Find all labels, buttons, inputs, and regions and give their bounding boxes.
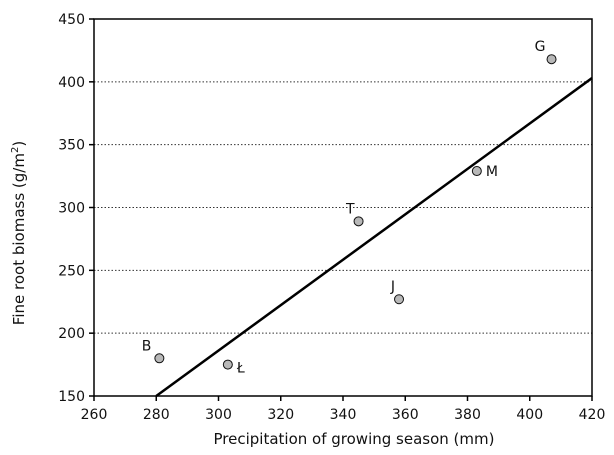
y-axis-title-sup: 2 — [10, 147, 21, 153]
y-tick-label-250: 250 — [58, 263, 85, 279]
data-point-label-5: G — [535, 39, 546, 55]
x-tick-label-380: 380 — [454, 407, 481, 423]
x-tick-label-420: 420 — [579, 407, 606, 423]
x-tick-label-280: 280 — [143, 407, 170, 423]
data-point-label-4: M — [486, 164, 498, 180]
data-point-2 — [353, 216, 364, 227]
y-tick-label-200: 200 — [58, 326, 85, 342]
data-point-5 — [546, 54, 557, 65]
y-tick-label-300: 300 — [58, 201, 85, 217]
y-tick-label-350: 350 — [58, 138, 85, 154]
trendline-group — [155, 77, 593, 398]
data-point-label-0: B — [142, 338, 152, 354]
data-point-label-3: J — [390, 279, 395, 295]
x-tick-label-260: 260 — [81, 407, 108, 423]
data-points: B Ł T J M G — [142, 39, 557, 377]
axis-ticks: 150 200 250 300 350 400 450 260 280 300 320 340 360 3… — [58, 12, 605, 423]
data-point-0 — [154, 353, 165, 364]
x-tick-label-400: 400 — [516, 407, 543, 423]
y-axis-title-main: Fine root biomass (g/m — [10, 153, 28, 325]
data-point-1 — [222, 359, 233, 370]
y-tick-label-450: 450 — [58, 12, 85, 28]
x-tick-label-340: 340 — [330, 407, 357, 423]
y-axis-title: Fine root biomass (g/m2) — [10, 141, 28, 325]
y-axis-title-close: ) — [10, 141, 28, 147]
trendline — [155, 77, 593, 398]
data-point-label-1: Ł — [236, 361, 245, 377]
grid-lines — [94, 81, 592, 334]
x-tick-label-300: 300 — [205, 407, 232, 423]
data-point-label-2: T — [345, 201, 355, 217]
x-tick-label-360: 360 — [392, 407, 419, 423]
data-point-3 — [394, 294, 405, 305]
x-axis-title: Precipitation of growing season (mm) — [214, 430, 495, 448]
y-tick-label-400: 400 — [58, 75, 85, 91]
y-tick-label-150: 150 — [58, 389, 85, 405]
x-tick-label-320: 320 — [267, 407, 294, 423]
data-point-4 — [471, 166, 482, 177]
